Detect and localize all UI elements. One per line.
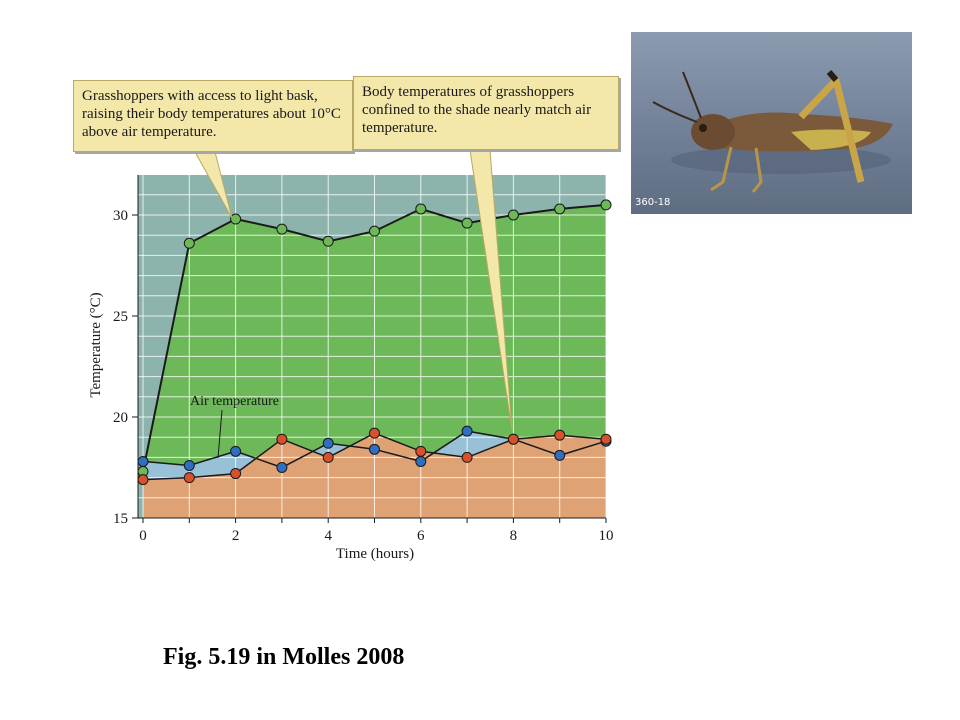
air-point xyxy=(137,455,149,467)
grasshopper-icon xyxy=(652,70,893,193)
basking-point xyxy=(230,213,242,225)
y-tick-label: 30 xyxy=(113,208,128,224)
air-point xyxy=(415,455,427,467)
x-tick-label: 10 xyxy=(599,528,614,544)
air-point xyxy=(230,445,242,457)
air-temperature-leader xyxy=(217,409,223,459)
callout-pointer-shade xyxy=(469,149,513,431)
shade-point xyxy=(137,474,149,486)
x-axis-title: Time (hours) xyxy=(336,546,414,562)
callout-pointer-basking xyxy=(194,151,233,219)
basking-point xyxy=(554,203,566,215)
data-points xyxy=(137,199,612,486)
callout-pointers xyxy=(194,149,513,459)
y-tick-label: 15 xyxy=(113,511,128,527)
shade-callout: Body temperatures of grasshoppers confin… xyxy=(353,76,619,150)
air-point xyxy=(322,437,334,449)
y-axis-title: Temperature (°C) xyxy=(88,292,104,397)
shade-point xyxy=(183,472,195,484)
shade-point xyxy=(461,451,473,463)
figure-caption: Fig. 5.19 in Molles 2008 xyxy=(163,644,405,670)
air-point xyxy=(276,462,288,473)
shade-point xyxy=(230,468,242,480)
air-point xyxy=(554,449,566,461)
basking-point xyxy=(507,209,519,221)
air-point xyxy=(183,459,195,471)
x-tick-label: 6 xyxy=(417,528,425,544)
basking-point xyxy=(600,199,612,211)
basking-point xyxy=(322,235,334,247)
x-tick-label: 2 xyxy=(232,528,240,544)
y-tick-label: 25 xyxy=(113,309,128,325)
air-point xyxy=(369,443,380,455)
air-point xyxy=(461,425,473,437)
basking-point xyxy=(415,203,427,215)
y-tick-label: 20 xyxy=(113,410,128,426)
axes: 0 2 4 6 8 10 15 20 25 30 xyxy=(113,175,614,544)
basking-point xyxy=(276,223,288,235)
shade-point xyxy=(507,433,519,445)
x-tick-label: 0 xyxy=(139,528,147,544)
x-tick-label: 8 xyxy=(510,528,518,544)
basking-point xyxy=(461,217,473,229)
shade-point xyxy=(322,451,334,463)
x-tick-label: 4 xyxy=(324,528,332,544)
basking-callout: Grasshoppers with access to light bask, … xyxy=(73,80,353,152)
shade-point xyxy=(369,427,380,439)
shade-point xyxy=(600,433,612,445)
photo-label: 360-18 xyxy=(635,197,671,208)
basking-point xyxy=(369,225,380,237)
shade-point xyxy=(415,445,427,457)
basking-point xyxy=(183,237,195,249)
air-temperature-label: Air temperature xyxy=(190,394,279,409)
shade-point xyxy=(554,429,566,441)
grasshopper-photo: 360-18 xyxy=(631,32,912,214)
shade-point xyxy=(276,433,288,445)
